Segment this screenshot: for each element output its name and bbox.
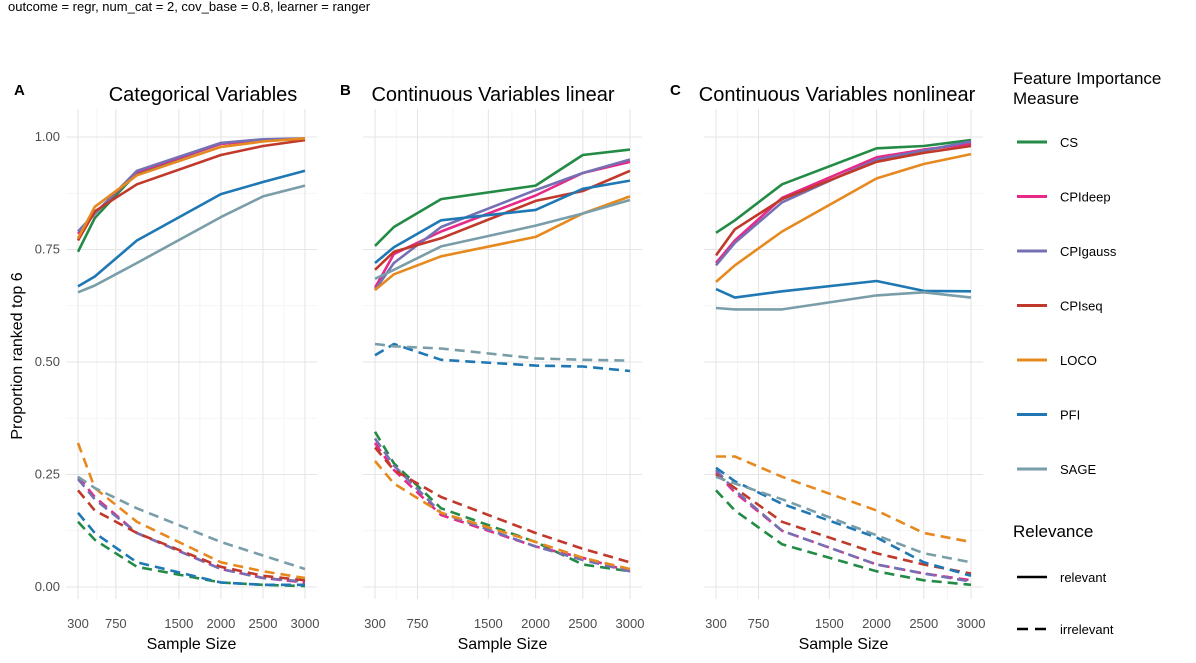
legend-relevance-label: irrelevant [1060, 622, 1114, 637]
panel-tag: C [670, 82, 681, 99]
legend-relevance-relevant: relevant [1017, 570, 1107, 585]
legend-relevance-title: Relevance [1013, 522, 1093, 541]
legend-measure-items: CS CPIdeep CPIgauss CPIseq LOCO PFI SAGE [1017, 135, 1117, 477]
series-line-sage-irrelevant [374, 342, 631, 362]
x-tick-label: 3000 [291, 616, 320, 631]
series-line-cpiseq-relevant [76, 138, 306, 242]
x-tick-label: 2000 [862, 616, 891, 631]
legend-label: CPIseq [1060, 299, 1103, 314]
series-line-sage-relevant [374, 198, 631, 280]
series-line-cpiseq-irrelevant [77, 489, 306, 582]
legend-item-cpiseq: CPIseq [1017, 299, 1103, 314]
series-line-cpigauss-irrelevant [76, 478, 306, 583]
panels: A Categorical Variables 0.00 0.25 0.50 0.75 1.… [14, 82, 985, 653]
legend-item-cpideep: CPIdeep [1017, 190, 1111, 205]
legend-label: LOCO [1060, 353, 1097, 368]
x-tick-label: 750 [407, 616, 429, 631]
panel-b: B Continuous Variables linear 300 750 1500 20… [340, 82, 644, 653]
panel-tag: A [14, 82, 25, 99]
series-line-cs-relevant [715, 138, 972, 234]
series-line-loco-irrelevant [716, 455, 972, 544]
y-tick-label: 0.75 [35, 242, 60, 257]
series-line-cpiseq-relevant [714, 144, 972, 257]
legend-item-sage: SAGE [1017, 462, 1096, 477]
x-tick-label: 750 [748, 616, 770, 631]
series-line-cpiseq-irrelevant [715, 473, 972, 575]
x-tick-label: 300 [67, 616, 89, 631]
legend-relevance-items: relevant irrelevant [1017, 570, 1114, 637]
legend-item-loco: LOCO [1017, 353, 1097, 368]
legend-label: CS [1060, 135, 1078, 150]
series-line-sage-irrelevant [77, 475, 306, 571]
series-line-cpiseq-relevant [374, 169, 631, 271]
series-line-pfi-irrelevant [715, 466, 972, 578]
legend-label: CPIgauss [1060, 244, 1117, 259]
x-tick-label: 2500 [909, 616, 938, 631]
series-line-pfi-relevant [77, 169, 306, 288]
y-tick-label: 0.50 [35, 354, 60, 369]
series-line-sage-relevant [77, 184, 306, 294]
x-axis-label: Sample Size [147, 636, 237, 653]
series-line-cpiseq-irrelevant [374, 446, 631, 564]
panel-c: C Continuous Variables nonlinear 300 750 150… [670, 82, 985, 653]
x-tick-label: 2500 [249, 616, 278, 631]
legend-item-cpigauss: CPIgauss [1017, 244, 1117, 259]
panel-title: Continuous Variables linear [371, 84, 614, 106]
legend-item-cs: CS [1017, 135, 1078, 150]
series-line-sage-irrelevant [715, 475, 972, 564]
series-line-cpigauss-relevant [373, 158, 631, 291]
series-line-loco-irrelevant [374, 460, 631, 571]
series-line-cs-relevant [374, 148, 631, 247]
x-tick-label: 3000 [957, 616, 986, 631]
series-line-cs-irrelevant [715, 489, 972, 587]
y-tick-label: 0.25 [35, 467, 60, 482]
legend-label: PFI [1060, 408, 1080, 423]
legend-title-line1: Feature Importance [1013, 69, 1161, 88]
panel-tag: B [340, 82, 351, 99]
y-tick-label: 1.00 [35, 129, 60, 144]
x-tick-label: 3000 [616, 616, 645, 631]
legend: Feature Importance Measure CS CPIdeep CPIg… [1013, 69, 1161, 637]
series-line-cpideep-irrelevant [77, 475, 306, 584]
legend-label: CPIdeep [1060, 190, 1111, 205]
y-tick-label: 0.00 [35, 579, 60, 594]
x-tick-label: 750 [105, 616, 127, 631]
series-line-loco-relevant [76, 137, 306, 239]
x-tick-label: 2000 [521, 616, 550, 631]
series-line-cpigauss-irrelevant [373, 437, 631, 573]
panel-title: Continuous Variables nonlinear [699, 84, 976, 106]
series-line-pfi-relevant [715, 279, 972, 299]
panel-title: Categorical Variables [109, 84, 298, 106]
series-line-pfi-irrelevant [374, 342, 631, 373]
legend-item-pfi: PFI [1017, 408, 1080, 423]
panel-a: A Categorical Variables 0.00 0.25 0.50 0.75 1.… [14, 82, 319, 653]
series-line-cpideep-relevant [373, 160, 631, 289]
series-line-loco-relevant [715, 152, 972, 283]
x-axis-label: Sample Size [458, 636, 548, 653]
series-line-cpideep-irrelevant [715, 471, 972, 582]
series-line-sage-relevant [715, 291, 972, 311]
legend-title-line2: Measure [1013, 89, 1079, 108]
x-tick-label: 1500 [815, 616, 844, 631]
x-axis-label: Sample Size [799, 636, 889, 653]
x-tick-label: 300 [364, 616, 386, 631]
legend-relevance-label: relevant [1060, 570, 1107, 585]
series-line-cpigauss-relevant [77, 137, 306, 233]
series-line-pfi-irrelevant [77, 511, 305, 587]
x-tick-label: 2500 [568, 616, 597, 631]
x-tick-label: 1500 [474, 616, 503, 631]
y-axis-label: Proportion ranked top 6 [9, 272, 26, 439]
x-tick-label: 2000 [206, 616, 235, 631]
x-tick-label: 1500 [164, 616, 193, 631]
figure-subtitle: outcome = regr, num_cat = 2, cov_base = … [8, 0, 371, 14]
x-tick-label: 300 [705, 616, 727, 631]
series-line-pfi-relevant [374, 179, 631, 264]
legend-label: SAGE [1060, 462, 1096, 477]
series-line-cs-irrelevant [373, 431, 631, 573]
legend-relevance-irrelevant: irrelevant [1017, 622, 1114, 637]
series-line-loco-irrelevant [76, 442, 306, 580]
